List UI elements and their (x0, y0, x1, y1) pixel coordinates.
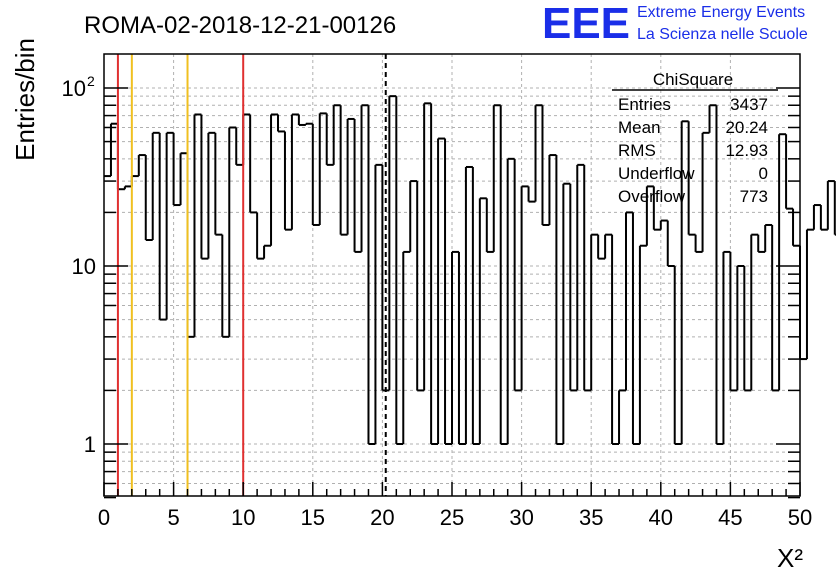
x-tick-label: 40 (649, 505, 673, 530)
y-tick-label: 10 (62, 76, 86, 101)
x-tick-label: 0 (98, 505, 110, 530)
stats-label: RMS (618, 141, 656, 160)
x-tick-label: 25 (440, 505, 464, 530)
logo-line2: La Scienza nelle Scuole (637, 26, 808, 43)
stats-label: Underflow (618, 164, 695, 183)
x-axis-label: X² (777, 543, 803, 572)
x-tick-label: 10 (231, 505, 255, 530)
stats-value: 773 (740, 187, 768, 206)
stats-title: ChiSquare (653, 70, 733, 89)
stats-label: Overflow (618, 187, 686, 206)
y-tick-label: 10 (72, 254, 96, 279)
x-tick-label: 35 (579, 505, 603, 530)
stats-value: 0 (759, 164, 768, 183)
x-tick-label: 50 (788, 505, 812, 530)
x-tick-label: 45 (718, 505, 742, 530)
y-tick-label-exponent: 2 (87, 73, 95, 89)
stats-value: 3437 (730, 95, 768, 114)
stats-rows: Entries 3437 Mean 20.24 RMS 12.93 Underflow 0 Ov… (618, 95, 768, 206)
x-tick-labels: 0 5 10 15 20 25 30 35 40 45 50 (98, 505, 812, 530)
x-tick-label: 5 (167, 505, 179, 530)
stats-box: ChiSquare Entries 3437 Mean 20.24 RMS 12.93 Un… (612, 70, 778, 206)
x-tick-label: 20 (370, 505, 394, 530)
stats-value: 20.24 (725, 118, 768, 137)
marker-lines (116, 54, 387, 496)
axis-ticks (103, 87, 801, 499)
stats-label: Mean (618, 118, 661, 137)
chart-title: ROMA-02-2018-12-21-00126 (84, 12, 396, 39)
eee-logo: EEE Extreme Energy Events La Scienza nel… (542, 0, 808, 48)
logo-mark: EEE (542, 0, 630, 48)
x-tick-label: 30 (509, 505, 533, 530)
y-axis-label: Entries/bin (10, 38, 40, 161)
y-tick-label: 1 (84, 432, 96, 457)
stats-value: 12.93 (725, 141, 768, 160)
logo-line1: Extreme Energy Events (637, 4, 805, 21)
x-tick-label: 15 (301, 505, 325, 530)
stats-label: Entries (618, 95, 671, 114)
